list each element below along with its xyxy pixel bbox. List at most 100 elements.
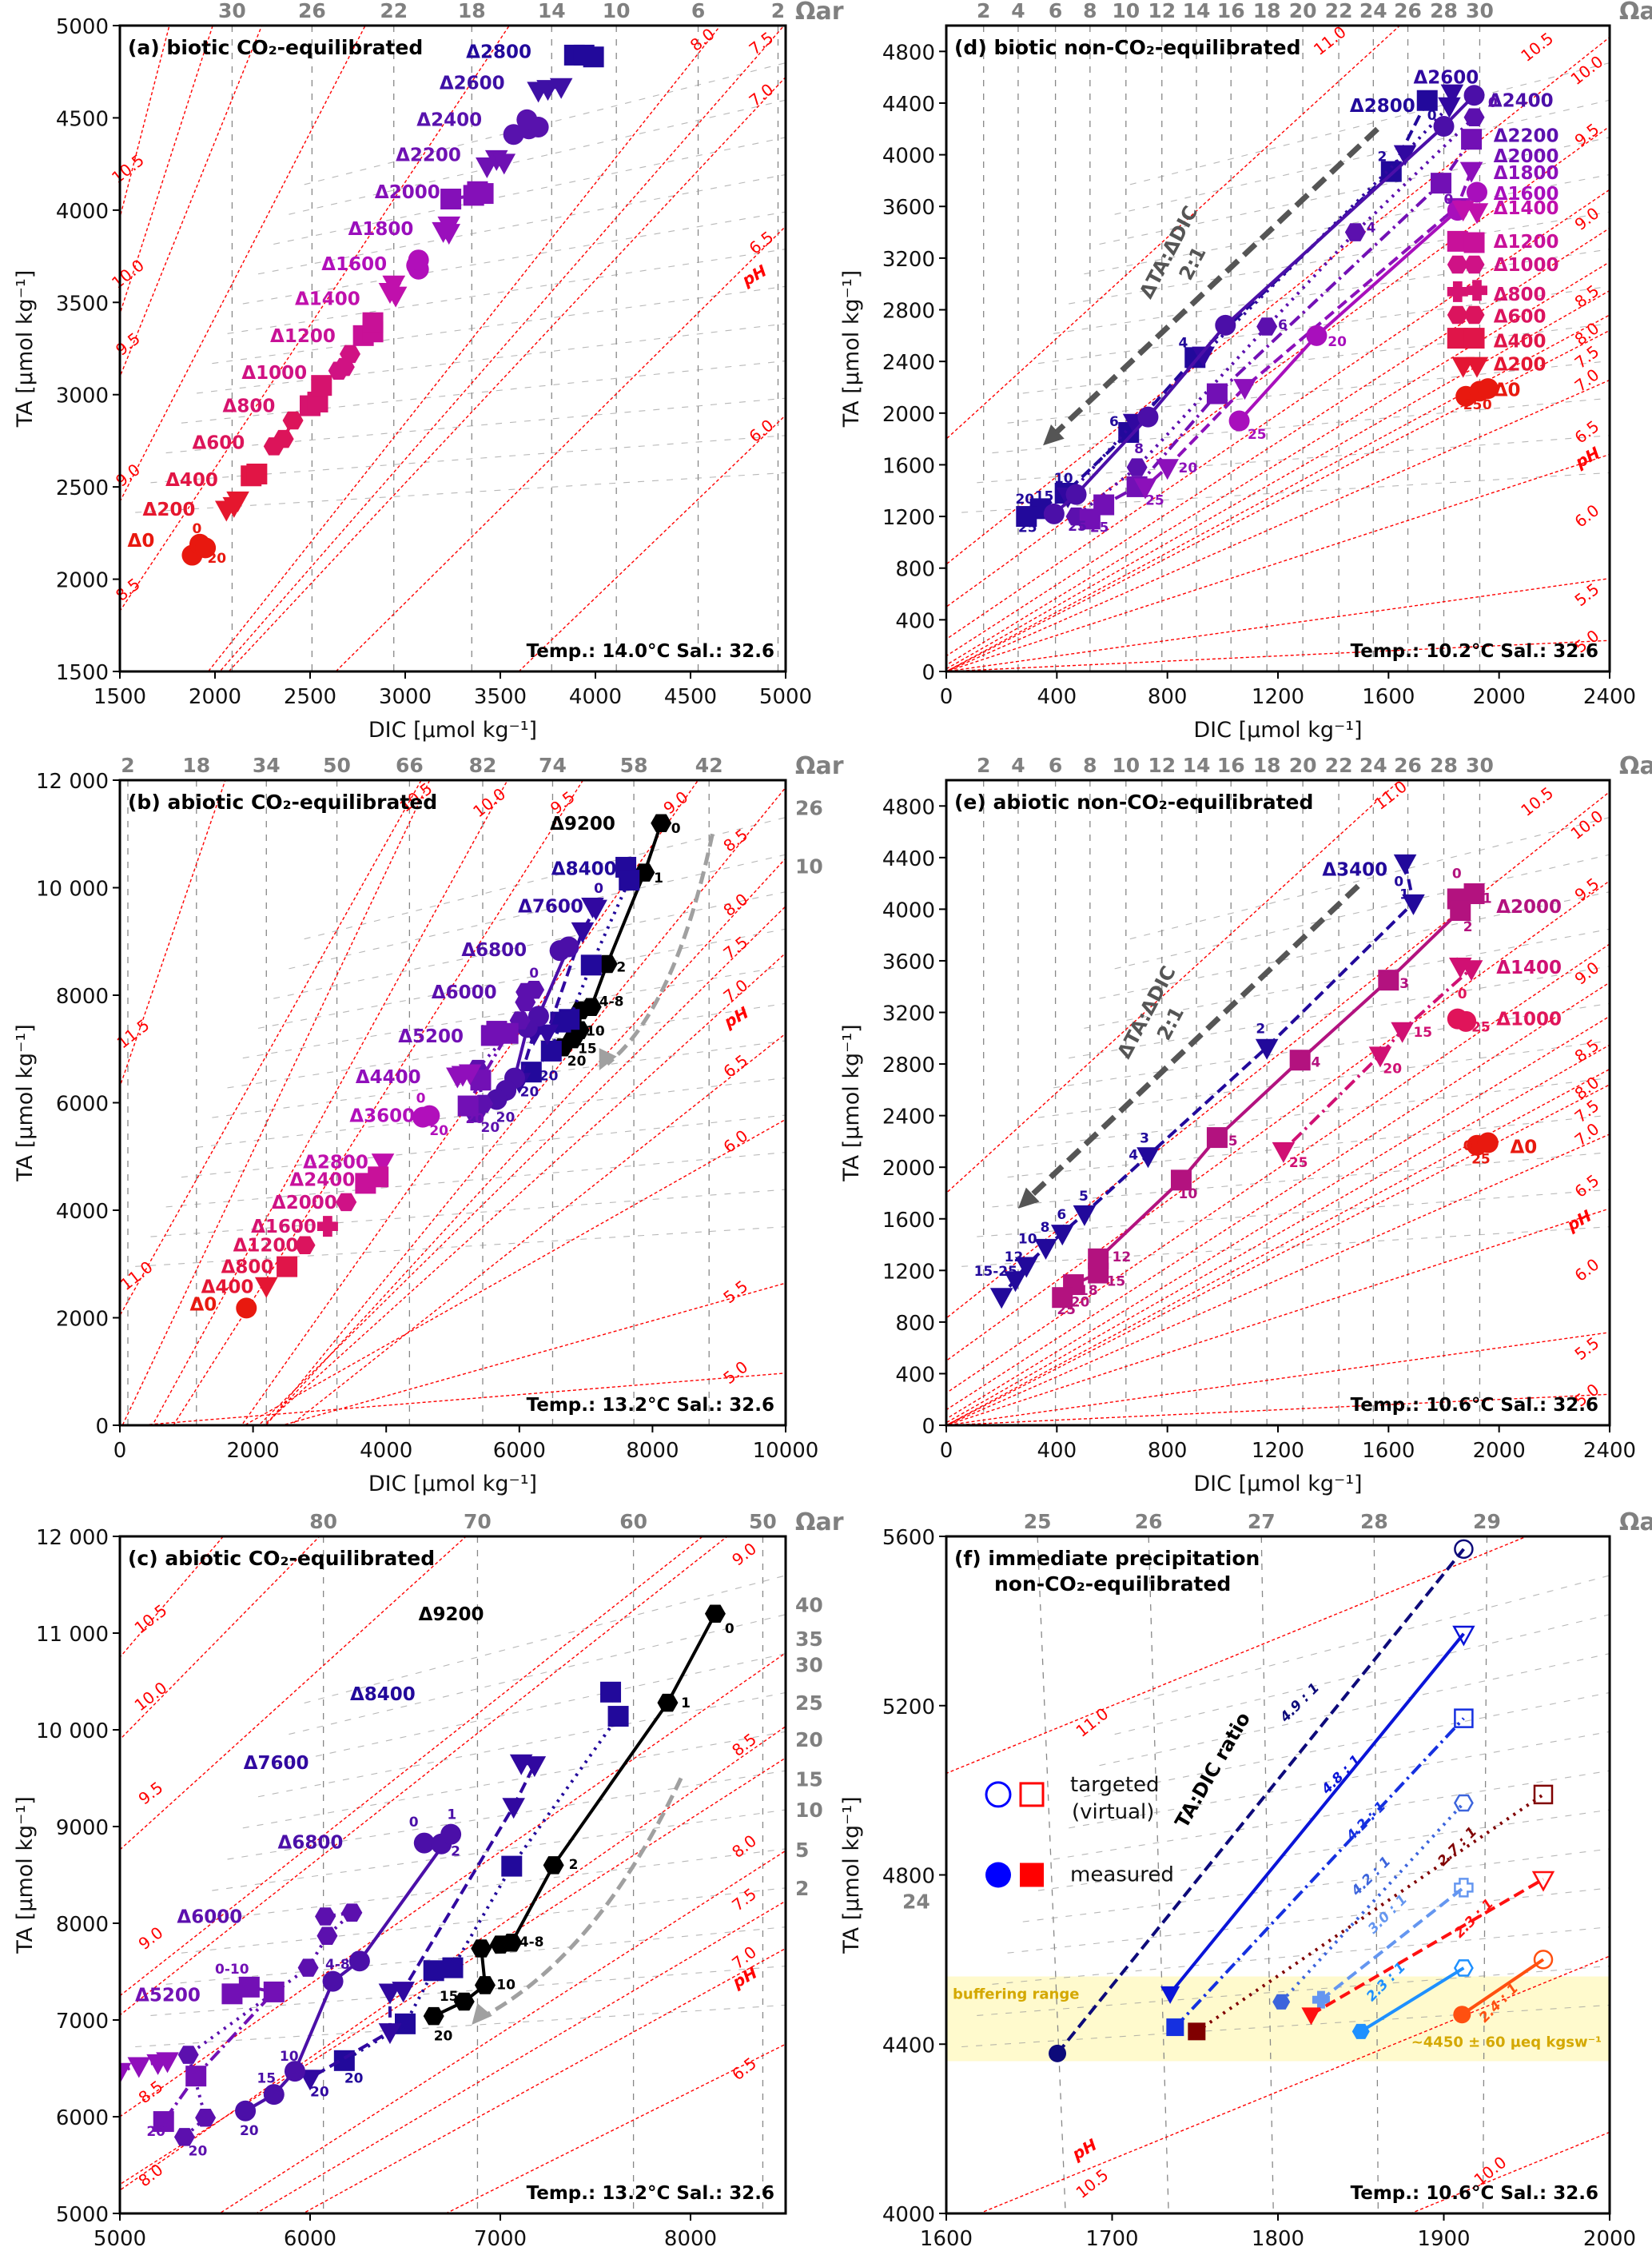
ratio-label: 3.0 : 1	[1365, 1891, 1411, 1937]
omega-isoline	[1037, 285, 1610, 365]
data-point	[471, 1939, 492, 1958]
omega-axis-label: Ωar	[1619, 1508, 1652, 1536]
omega-tick-label: 30	[1466, 754, 1494, 777]
series-e-0	[989, 854, 1425, 1309]
x-tick-label: 1900	[1417, 2227, 1470, 2251]
point-label: 0	[1394, 874, 1403, 890]
series-label: Δ5200	[135, 1986, 201, 2006]
ph-isoline-label: 11.0	[1371, 777, 1411, 814]
data-point	[1050, 1225, 1074, 1246]
data-point	[311, 375, 332, 396]
point-label: 20	[520, 1084, 539, 1100]
y-tick-label: 6000	[56, 1093, 109, 1117]
data-point	[1463, 108, 1485, 126]
point-label: 20	[1383, 1061, 1402, 1077]
series-label: Δ400	[165, 470, 218, 491]
omega-tick-label: 2	[977, 0, 990, 22]
omega-isoline	[1022, 323, 1610, 394]
panel-title: (e) abiotic non-CO₂-equilibrated	[954, 791, 1313, 814]
series-label: Δ9200	[419, 1604, 484, 1625]
series-f-0	[1049, 1539, 1474, 2062]
data-point	[1043, 503, 1065, 524]
data-point	[1438, 97, 1461, 118]
series-label: Δ2000	[1494, 146, 1559, 167]
data-point	[1344, 223, 1366, 241]
omega-tick-label: 70	[464, 1510, 492, 1533]
series-f-3	[1272, 1794, 1474, 2010]
data-point	[1378, 970, 1399, 991]
series-label: Δ1200	[270, 326, 336, 347]
series-label: Δ200	[1494, 354, 1547, 375]
omega-isoline	[1099, 137, 1610, 245]
omega-isoline	[992, 1152, 1610, 1208]
series-f-2	[1166, 1708, 1474, 2037]
point-label: 20	[310, 2085, 329, 2101]
point-label: 20	[1328, 334, 1347, 350]
data-point	[284, 2061, 305, 2082]
omega-tick-label: 10	[1112, 0, 1140, 22]
ph-isoline-label: 11.0	[117, 1257, 157, 1294]
omega-isoline	[150, 1965, 786, 2016]
data-point	[502, 1798, 525, 1819]
x-tick-label: 2000	[1473, 685, 1526, 709]
series-d-5	[1133, 161, 1483, 500]
series-e-1	[1052, 883, 1485, 1309]
y-tick-label: 3600	[882, 196, 935, 220]
ph-isoline-label: 10.0	[131, 1678, 171, 1715]
omega-isoline	[1069, 966, 1610, 1059]
omega-tick-label: 18	[1253, 0, 1281, 22]
omega-right-tick-label: 20	[795, 1728, 823, 1751]
omega-isoline	[992, 1926, 1610, 1985]
y-tick-label: 2400	[882, 1106, 935, 1129]
data-point	[580, 954, 602, 976]
point-label: 0	[1463, 1138, 1473, 1154]
point-label: 2	[1378, 149, 1387, 165]
y-tick-label: 3600	[882, 950, 935, 974]
series-label: Δ3400	[1322, 859, 1387, 880]
y-tick-label: 4800	[882, 1865, 935, 1889]
omega-tick-label: 82	[469, 754, 497, 777]
omega-right-tick-label: 25	[795, 1691, 823, 1715]
y-tick-label: 400	[895, 1363, 935, 1387]
ph-axis-label: pH	[729, 1962, 761, 1992]
ph-isoline-label: 10.5	[1517, 783, 1557, 820]
y-tick-label: 800	[895, 558, 935, 582]
series-a-14	[563, 44, 604, 68]
panel-title-line2: non-CO₂-equilibrated	[994, 1572, 1231, 1596]
x-tick-label: 3500	[474, 685, 527, 709]
data-point	[316, 1926, 338, 1945]
ph-isoline	[262, 952, 786, 1425]
measured-point	[1453, 2006, 1471, 2024]
ph-isoline	[1409, 2131, 1610, 2213]
x-tick-label: 1200	[1252, 685, 1304, 709]
x-tick-label: 1800	[1252, 2227, 1304, 2251]
data-point	[120, 2062, 132, 2084]
omega-isoline	[1129, 817, 1610, 940]
data-point	[195, 537, 217, 559]
series-f-5	[1188, 1784, 1554, 2041]
ph-isoline	[120, 1725, 786, 2191]
data-point	[235, 2100, 257, 2122]
x-tick-label: 1200	[1252, 1439, 1304, 1463]
y-tick-label: 10 000	[36, 1719, 109, 1743]
point-label: 1	[447, 1807, 456, 1823]
data-point	[1233, 379, 1256, 400]
omega-isoline	[150, 1189, 786, 1237]
y-tick-label: 4000	[56, 1200, 109, 1224]
x-tick-label: 400	[1037, 685, 1077, 709]
ph-isoline-label: 10.0	[108, 256, 148, 293]
data-point	[1447, 255, 1468, 274]
series-label: Δ4400	[356, 1067, 421, 1088]
conditions-label: Temp.: 10.6°C Sal.: 32.6	[1351, 2183, 1598, 2204]
ph-isoline	[120, 780, 226, 1089]
series-e-4	[1467, 1132, 1499, 1156]
omega-isoline	[1260, 1536, 1274, 2213]
point-label: 1	[654, 871, 663, 886]
series-line	[1310, 1878, 1545, 2016]
plot-area	[946, 1536, 1610, 2213]
series-label: Δ2000	[1496, 897, 1562, 918]
point-label: 2	[616, 959, 626, 975]
omega-isoline	[273, 891, 786, 999]
omega-axis-label: Ωar	[1619, 0, 1652, 26]
